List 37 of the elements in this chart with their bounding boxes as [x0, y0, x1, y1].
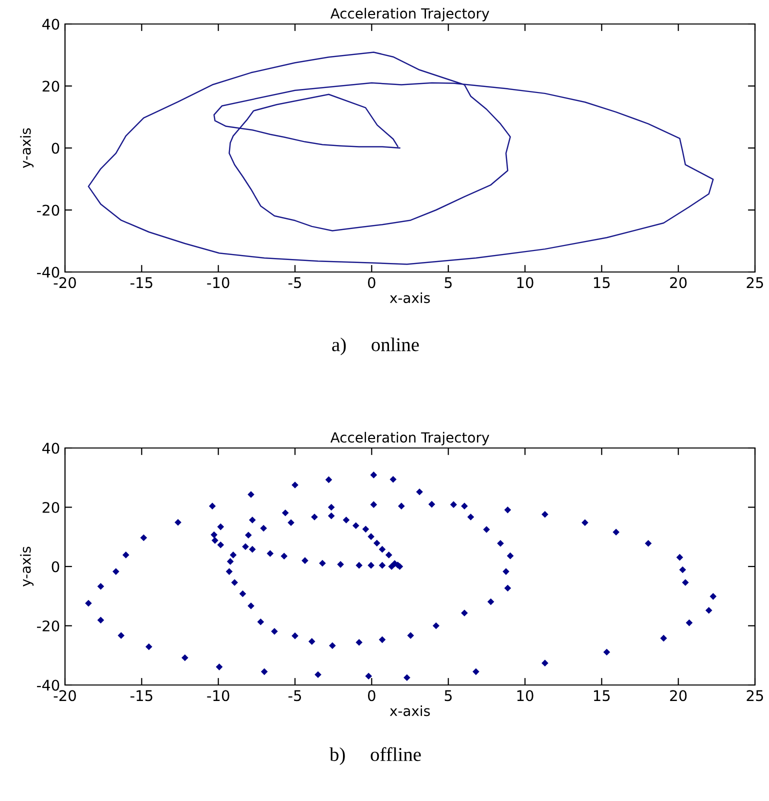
x-tick-label: 10: [517, 277, 534, 288]
x-tick-label: 0: [368, 690, 376, 702]
y-tick-label: -20: [37, 620, 60, 632]
x-tick-label: 25: [746, 277, 764, 288]
x-tick-label: -15: [130, 690, 152, 702]
y-tick-label: 20: [42, 80, 60, 92]
chart-title: Acceleration Trajectory: [330, 8, 490, 22]
x-axis-title: x-axis: [390, 705, 430, 716]
y-tick-label: -40: [37, 266, 60, 278]
y-tick-label: 0: [52, 142, 60, 154]
y-axis-title: y-axis: [20, 128, 34, 168]
x-tick-label: 10: [517, 690, 534, 702]
y-tick-label: -40: [37, 680, 60, 691]
x-tick-label: 15: [594, 690, 610, 702]
y-tick-label: 20: [42, 502, 60, 513]
x-tick-label: -5: [288, 277, 301, 288]
y-tick-label: 0: [52, 561, 60, 572]
chart-title: Acceleration Trajectory: [330, 432, 490, 446]
x-tick-label: -5: [288, 690, 301, 702]
y-tick-label: -20: [37, 204, 60, 216]
x-tick-label: 25: [746, 690, 764, 702]
x-tick-label: 5: [444, 277, 452, 288]
x-tick-label: -15: [130, 277, 152, 288]
x-tick-label: -10: [207, 690, 230, 702]
x-tick-label: 20: [670, 277, 687, 288]
x-tick-label: -10: [207, 277, 230, 288]
y-tick-label: 40: [42, 18, 60, 30]
y-tick-label: 40: [42, 442, 60, 454]
text: b) offline: [330, 747, 421, 766]
x-tick-label: 0: [368, 277, 376, 288]
line-series: [88, 52, 714, 265]
text: a) online: [332, 338, 419, 356]
x-tick-label: 5: [444, 690, 452, 702]
x-axis-title: x-axis: [390, 292, 430, 304]
x-tick-label: 15: [594, 277, 610, 288]
x-tick-label: 20: [670, 690, 687, 702]
y-axis-title: y-axis: [20, 546, 34, 586]
